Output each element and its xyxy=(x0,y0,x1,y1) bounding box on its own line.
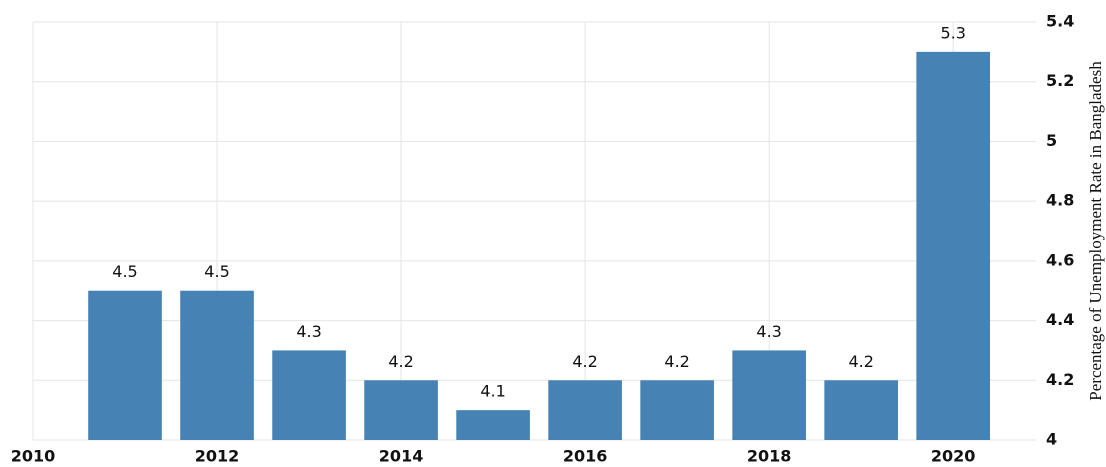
value-label: 4.3 xyxy=(296,322,321,341)
bar xyxy=(824,380,898,440)
value-label: 4.5 xyxy=(204,262,229,281)
y-tick-label: 5.4 xyxy=(1046,12,1074,31)
x-tick-label: 2010 xyxy=(11,447,56,466)
x-tick-label: 2014 xyxy=(379,447,424,466)
y-axis-label: Percentage of Unemployment Rate in Bangl… xyxy=(1086,61,1105,401)
x-tick-label: 2020 xyxy=(931,447,976,466)
x-tick-label: 2016 xyxy=(563,447,608,466)
value-label: 4.1 xyxy=(480,382,505,401)
y-tick-label: 4.4 xyxy=(1046,310,1074,329)
bar xyxy=(456,410,530,440)
bar xyxy=(916,51,990,440)
bar xyxy=(364,380,438,440)
x-tick-label: 2012 xyxy=(195,447,240,466)
bar xyxy=(732,350,806,440)
x-tick-label: 2018 xyxy=(747,447,792,466)
y-tick-label: 5.2 xyxy=(1046,71,1074,90)
value-label: 4.2 xyxy=(848,352,873,371)
value-label: 4.2 xyxy=(388,352,413,371)
value-label: 4.5 xyxy=(112,262,137,281)
bar xyxy=(272,350,346,440)
value-label: 4.2 xyxy=(572,352,597,371)
y-tick-label: 4.2 xyxy=(1046,370,1074,389)
bar xyxy=(180,290,254,440)
value-label: 4.3 xyxy=(756,322,781,341)
y-tick-label: 4.8 xyxy=(1046,191,1074,210)
y-tick-label: 4.6 xyxy=(1046,250,1074,269)
bar xyxy=(548,380,622,440)
y-tick-label: 4 xyxy=(1046,430,1057,449)
y-tick-label: 5 xyxy=(1046,131,1057,150)
value-label: 5.3 xyxy=(940,23,965,42)
bar xyxy=(88,290,162,440)
bar xyxy=(640,380,714,440)
value-label: 4.2 xyxy=(664,352,689,371)
